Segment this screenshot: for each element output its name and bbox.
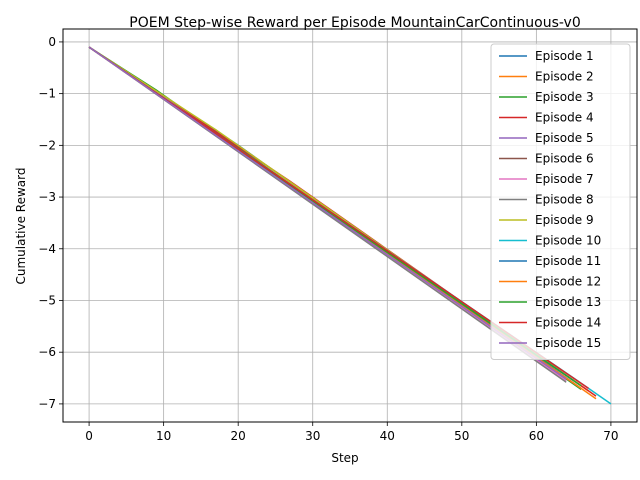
y-tick-label: −2 [38,138,56,152]
chart-title: POEM Step-wise Reward per Episode Mounta… [129,15,580,31]
legend-label: Episode 1 [535,49,594,63]
legend-label: Episode 2 [535,70,594,84]
y-tick-label: −4 [38,242,56,256]
x-tick-label: 70 [603,429,618,443]
x-tick-label: 50 [454,429,469,443]
legend: Episode 1 Episode 2 Episode 3 Episode 4 Epis… [490,43,631,360]
x-tick-label: 40 [380,429,395,443]
series-line-episode-15 [88,46,567,380]
legend-label: Episode 15 [535,336,601,350]
legend-label: Episode 10 [535,234,601,248]
x-tick-label: 0 [85,429,93,443]
legend-label: Episode 11 [535,254,601,268]
x-tick-label: 30 [305,429,320,443]
legend-label: Episode 8 [535,193,594,207]
legend-box [490,43,631,360]
legend-label: Episode 6 [535,152,594,166]
legend-label: Episode 13 [535,295,601,309]
legend-label: Episode 3 [535,90,594,104]
legend-label: Episode 5 [535,131,594,145]
y-tick-label: 0 [48,35,56,49]
legend-label: Episode 9 [535,213,594,227]
legend-label: Episode 14 [535,316,601,330]
x-tick-label: 60 [529,429,544,443]
legend-label: Episode 4 [535,111,594,125]
y-tick-label: −1 [38,87,56,101]
y-axis-title: Cumulative Reward [14,168,28,285]
y-tick-label: −6 [38,345,56,359]
axis-ticks: 0 10 20 30 40 50 60 70 0 −1 −2 −3 −4 −5 −6 −7 [38,35,618,443]
y-tick-label: −5 [38,293,56,307]
plot-frame [62,28,638,423]
x-tick-label: 10 [156,429,171,443]
legend-label: Episode 12 [535,275,601,289]
y-tick-label: −3 [38,190,56,204]
x-axis-title: Step [331,451,358,465]
x-tick-label: 20 [231,429,246,443]
y-tick-label: −7 [38,397,56,411]
legend-label: Episode 7 [535,172,594,186]
